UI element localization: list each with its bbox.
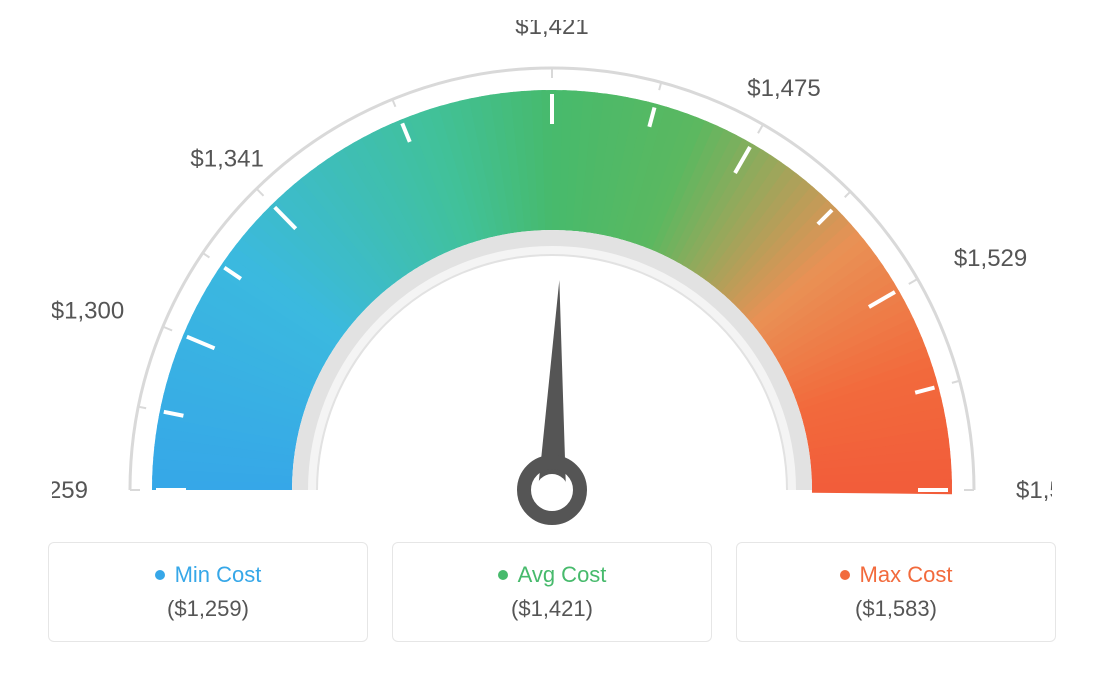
svg-text:$1,341: $1,341 — [190, 146, 263, 173]
legend-row: Min Cost ($1,259) Avg Cost ($1,421) Max … — [48, 542, 1056, 642]
svg-text:$1,475: $1,475 — [747, 75, 820, 102]
legend-label-avg: Avg Cost — [518, 562, 607, 588]
svg-text:$1,529: $1,529 — [954, 245, 1027, 272]
svg-text:$1,583: $1,583 — [1016, 477, 1052, 504]
legend-value-avg: ($1,421) — [511, 596, 593, 622]
legend-dot-min — [155, 570, 165, 580]
svg-text:$1,300: $1,300 — [52, 297, 124, 324]
legend-label-min: Min Cost — [175, 562, 262, 588]
legend-card-min: Min Cost ($1,259) — [48, 542, 368, 642]
legend-label-max: Max Cost — [860, 562, 953, 588]
gauge-chart: $1,259 $1,300 $1,341 $1,421 $1,475 $1,529 $1,5… — [52, 20, 1052, 540]
chart-container: $1,259 $1,300 $1,341 $1,421 $1,475 $1,529 $1,5… — [0, 0, 1104, 690]
legend-card-avg: Avg Cost ($1,421) — [392, 542, 712, 642]
legend-dot-avg — [498, 570, 508, 580]
legend-value-max: ($1,583) — [855, 596, 937, 622]
legend-title-row: Max Cost — [840, 562, 953, 588]
legend-value-min: ($1,259) — [167, 596, 249, 622]
legend-title-row: Min Cost — [155, 562, 262, 588]
legend-title-row: Avg Cost — [498, 562, 607, 588]
legend-dot-max — [840, 570, 850, 580]
svg-text:$1,259: $1,259 — [52, 477, 88, 504]
svg-text:$1,421: $1,421 — [515, 20, 588, 40]
legend-card-max: Max Cost ($1,583) — [736, 542, 1056, 642]
